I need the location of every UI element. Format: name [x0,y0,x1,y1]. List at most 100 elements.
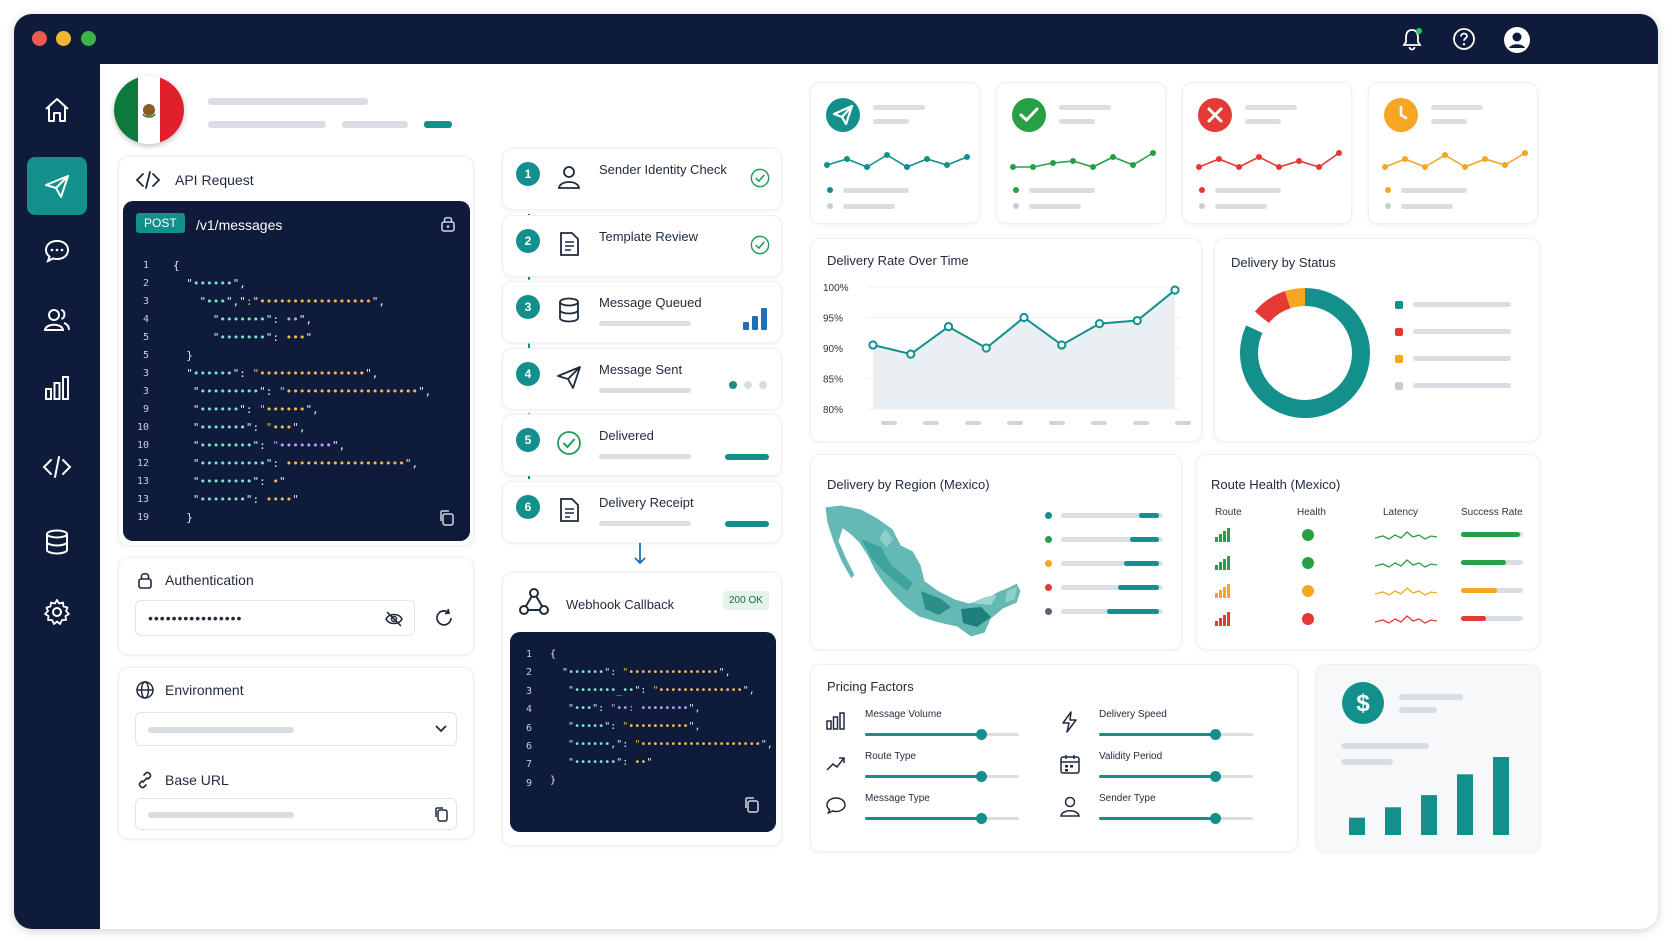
rate-point [943,322,954,332]
globe-icon [136,681,154,699]
maximize-window-dot[interactable] [81,31,96,46]
region-legend-dot [1045,560,1052,567]
webhook-icon [519,588,549,615]
kpi-sparkline [824,152,970,170]
rate-point [1132,315,1142,326]
copy-icon[interactable] [743,796,761,814]
kpi-card [996,82,1166,224]
pricing-factor-slider[interactable] [1099,812,1253,826]
cost-bar [1493,757,1509,835]
step-detail-placeholder [599,321,691,326]
line-number: 1 [142,260,149,271]
y-tick-label: 95% [823,314,843,325]
account-icon[interactable] [1503,26,1530,53]
step-label: Delivery Receipt [599,494,694,510]
kpi-legend-dot [1385,203,1391,209]
environment-title: Environment [165,682,244,698]
pricing-factor-label: Sender Type [1099,793,1156,804]
pricing-factors-title: Pricing Factors [827,679,914,694]
slider-thumb[interactable] [1209,771,1221,782]
kpi-card [1368,82,1538,224]
sidebar-item-messages[interactable] [27,157,87,215]
line-number: 10 [136,440,149,451]
api-key-value: •••••••••••••••• [148,610,243,626]
base-url-field[interactable] [135,798,457,830]
check-circle-icon [557,431,581,455]
kpi-legend-dot [1199,203,1205,209]
pipeline-step: Sender Identity Check [502,148,782,210]
x-tick-placeholder [923,421,939,425]
kpi-legend-placeholder [1029,204,1081,209]
kpi-legend-placeholder [843,188,909,193]
pricing-factor-slider[interactable] [865,770,1019,784]
step-number-badge: 4 [516,361,540,386]
health-status-dot [1302,557,1314,569]
sidebar-item-home[interactable] [27,81,87,139]
route-health-title: Route Health (Mexico) [1211,477,1341,492]
step-detail-placeholder [599,387,691,393]
rate-point [1170,285,1180,295]
environment-select[interactable] [135,712,457,746]
kpi-legend-dot [1385,187,1391,193]
document-icon [560,231,579,256]
pricing-factor-label: Message Volume [865,709,942,720]
refresh-icon[interactable] [433,607,455,629]
help-icon[interactable] [1451,26,1477,52]
copy-icon[interactable] [438,509,456,527]
step-number-badge: 5 [516,428,540,452]
slider-thumb[interactable] [1209,729,1221,740]
sidebar-item-chat[interactable] [27,222,87,280]
cost-bar [1349,817,1365,835]
pricing-factor-slider[interactable] [865,812,1019,826]
kpi-card [810,82,980,224]
route-icon [826,757,845,771]
step-label: Message Sent [599,361,683,377]
sidebar-item-contacts[interactable] [27,291,87,349]
kpi-legend-placeholder [1215,204,1267,209]
slider-thumb[interactable] [975,771,987,782]
copy-icon[interactable] [434,806,450,823]
health-status-dot [1302,529,1314,541]
eye-off-icon[interactable] [384,610,404,628]
pricing-factor-slider[interactable] [865,728,1019,742]
line-number: 5 [142,332,149,343]
webhook-json-body: { "••••••": "•••••••••••••••", "•••••••_… [550,649,773,786]
pricing-factor-slider[interactable] [1099,770,1253,784]
home-icon [45,98,69,122]
sidebar-item-developer[interactable] [27,438,87,496]
rate-area [873,290,1175,409]
cost-subtitle-placeholder [1399,707,1437,713]
sidebar-item-settings[interactable] [27,583,87,641]
header-subtitle-placeholder [208,121,326,128]
base-url-title: Base URL [165,772,229,788]
region-legend-track [1061,513,1163,518]
x-tick-placeholder [1007,421,1023,425]
step-progress-bar [725,520,769,527]
code-icon [135,171,161,189]
status-legend-placeholder [1413,302,1511,307]
slider-fill [865,817,981,820]
lock-icon[interactable] [439,214,457,232]
api-key-field[interactable]: •••••••••••••••• [135,600,415,636]
sidebar-item-analytics[interactable] [27,359,87,417]
sidebar-item-data[interactable] [27,513,87,571]
bell-icon[interactable] [1399,26,1425,52]
signal-icon [1215,528,1230,542]
region-legend-dot [1045,584,1052,591]
slider-thumb[interactable] [975,813,987,824]
latency-column-header: Latency [1383,507,1419,518]
kpi-card [1182,82,1352,224]
webhook-code-panel: 1 2 3 4 6 6 7 9 { "••••••": "•••••••••••••••", … [510,632,776,832]
clock-icon [1384,98,1418,132]
slider-thumb[interactable] [1209,813,1221,824]
api-request-title: API Request [175,172,254,188]
close-window-dot[interactable] [32,31,47,46]
kpi-sparkline [1382,150,1528,170]
delivery-region-card: Delivery by Region (Mexico) [810,454,1182,650]
line-number: 13 [136,476,149,487]
line-number: 2 [525,667,532,679]
pricing-factor-slider[interactable] [1099,728,1253,742]
slider-thumb[interactable] [975,729,987,740]
minimize-window-dot[interactable] [56,31,71,46]
line-number: 12 [136,458,149,469]
